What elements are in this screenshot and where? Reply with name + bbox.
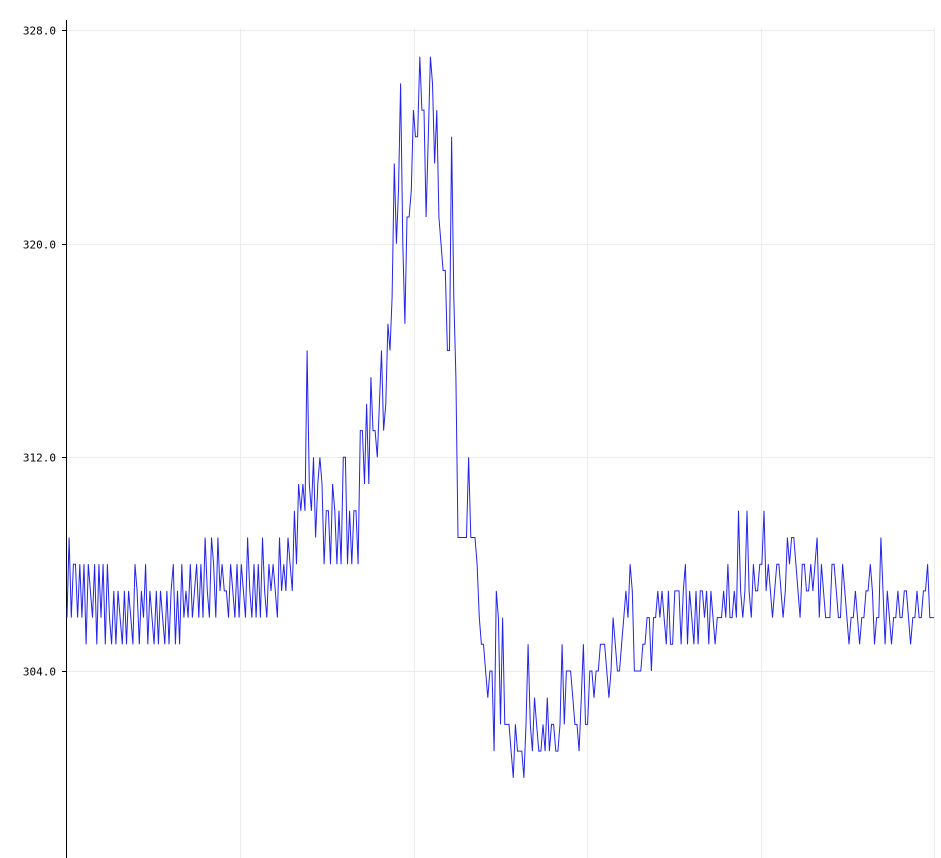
y-tick-label: 312.0	[23, 452, 56, 465]
y-tick-label: 304.0	[23, 666, 56, 679]
series-layer	[66, 56, 934, 778]
y-tick-label: 320.0	[23, 239, 56, 252]
series-line-0	[66, 56, 934, 778]
y-tick-label: 328.0	[23, 25, 56, 38]
y-axis-ticks: 328.0 320.0 312.0 304.0	[23, 25, 66, 679]
grid-lines	[67, 28, 935, 858]
